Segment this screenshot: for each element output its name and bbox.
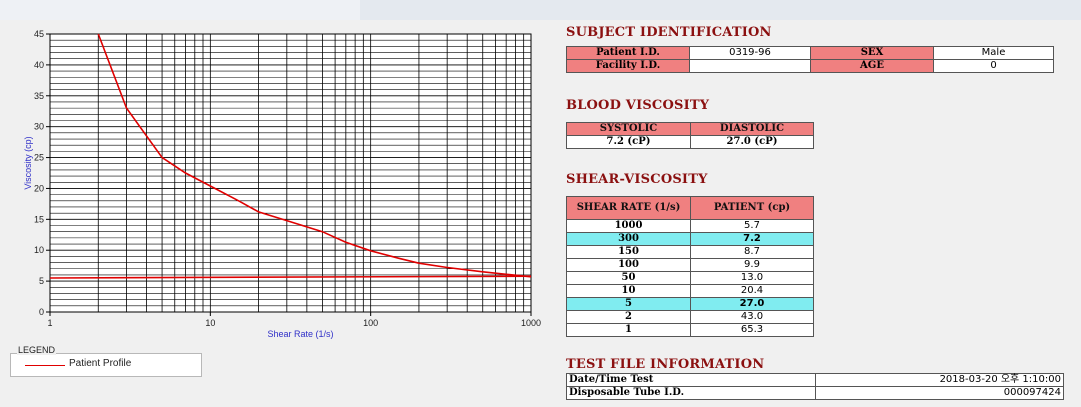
shear-rate-cell: 100 xyxy=(566,258,691,272)
y-tick-label: 10 xyxy=(34,245,44,255)
x-tick-label: 10 xyxy=(205,318,215,328)
patient-viscosity-cell: 43.0 xyxy=(690,310,814,324)
subject-table: Patient I.D. 0319-96 SEX Male Facility I… xyxy=(566,46,1054,73)
plot-area xyxy=(49,33,532,313)
y-tick-label: 35 xyxy=(34,91,44,101)
top-bar-segment xyxy=(0,0,360,20)
sex-value: Male xyxy=(933,46,1054,60)
table-row: 150 8.7 xyxy=(566,245,814,259)
shear-viscosity-title: SHEAR-VISCOSITY xyxy=(566,172,708,187)
legend-title: LEGEND xyxy=(17,345,57,355)
y-tick-label: 15 xyxy=(34,214,44,224)
shear-rate-cell: 2 xyxy=(566,310,691,324)
patient-viscosity-cell: 27.0 xyxy=(690,297,814,311)
table-row: 2 43.0 xyxy=(566,310,814,324)
table-row: 1 65.3 xyxy=(566,323,814,337)
patient-viscosity-cell: 65.3 xyxy=(690,323,814,337)
diastolic-value: 27.0 (cP) xyxy=(690,135,814,149)
shear-rate-cell: 5 xyxy=(566,297,691,311)
y-tick-label: 40 xyxy=(34,60,44,70)
patient-viscosity-cell: 20.4 xyxy=(690,284,814,298)
shear-rate-cell: 300 xyxy=(566,232,691,246)
subject-title: SUBJECT IDENTIFICATION xyxy=(566,25,772,40)
patient-id-value: 0319-96 xyxy=(689,46,811,60)
patient-id-label: Patient I.D. xyxy=(566,46,690,60)
legend: LEGEND Patient Profile xyxy=(10,345,202,377)
datetime-label: Date/Time Test xyxy=(566,373,816,387)
x-axis-label: Shear Rate (1/s) xyxy=(267,329,333,339)
shear-viscosity-table: SHEAR RATE (1/s) PATIENT (cp) 1000 5.7 300… xyxy=(566,196,814,337)
x-tick-label: 100 xyxy=(363,318,378,328)
tube-id-value: 000097424 xyxy=(815,386,1064,400)
x-tick-label: 1 xyxy=(47,318,52,328)
table-row: 7.2 (cP) 27.0 (cP) xyxy=(566,135,814,149)
y-tick-label: 0 xyxy=(39,307,44,317)
table-row: Date/Time Test 2018-03-20 오후 1:10:00 xyxy=(566,373,1064,387)
series-line-baseline xyxy=(49,275,532,279)
table-row: 300 7.2 xyxy=(566,232,814,246)
patient-viscosity-cell: 5.7 xyxy=(690,219,814,233)
facility-id-value xyxy=(689,59,811,73)
facility-id-label: Facility I.D. xyxy=(566,59,690,73)
patient-viscosity-cell: 8.7 xyxy=(690,245,814,259)
age-label: AGE xyxy=(810,59,934,73)
y-tick-label: 5 xyxy=(39,276,44,286)
table-row: 10 20.4 xyxy=(566,284,814,298)
legend-swatch xyxy=(25,365,65,366)
blood-viscosity-title: BLOOD VISCOSITY xyxy=(566,98,710,113)
test-file-title: TEST FILE INFORMATION xyxy=(566,357,765,372)
systolic-header: SYSTOLIC xyxy=(566,122,691,136)
shear-rate-header: SHEAR RATE (1/s) xyxy=(566,196,691,220)
diastolic-header: DIASTOLIC xyxy=(690,122,814,136)
y-tick-label: 20 xyxy=(34,183,44,193)
table-row: SHEAR RATE (1/s) PATIENT (cp) xyxy=(566,196,814,220)
table-row: 1000 5.7 xyxy=(566,219,814,233)
table-row: 50 13.0 xyxy=(566,271,814,285)
test-file-table: Date/Time Test 2018-03-20 오후 1:10:00 Dis… xyxy=(566,373,1064,400)
chart-panel: 0 5 10 15 20 25 30 35 40 45 1 10 100 1000 Shear Rate (… xyxy=(5,20,555,340)
shear-rate-cell: 1000 xyxy=(566,219,691,233)
shear-rate-cell: 10 xyxy=(566,284,691,298)
systolic-value: 7.2 (cP) xyxy=(566,135,691,149)
sex-label: SEX xyxy=(810,46,934,60)
table-row: Facility I.D. AGE 0 xyxy=(566,59,1054,73)
table-row: Patient I.D. 0319-96 SEX Male xyxy=(566,46,1054,60)
table-row: 100 9.9 xyxy=(566,258,814,272)
shear-rate-cell: 50 xyxy=(566,271,691,285)
patient-viscosity-cell: 9.9 xyxy=(690,258,814,272)
y-tick-label: 25 xyxy=(34,153,44,163)
blood-viscosity-table: SYSTOLIC DIASTOLIC 7.2 (cP) 27.0 (cP) xyxy=(566,122,814,149)
tube-id-label: Disposable Tube I.D. xyxy=(566,386,816,400)
shear-rate-cell: 1 xyxy=(566,323,691,337)
x-tick-label: 1000 xyxy=(521,318,541,328)
datetime-value: 2018-03-20 오후 1:10:00 xyxy=(815,373,1064,387)
table-row: 5 27.0 xyxy=(566,297,814,311)
y-axis-label: Viscosity (cp) xyxy=(23,136,33,189)
y-tick-label: 30 xyxy=(34,122,44,132)
legend-label: Patient Profile xyxy=(69,358,132,369)
y-tick-label: 45 xyxy=(34,29,44,39)
patient-header: PATIENT (cp) xyxy=(690,196,814,220)
top-bar xyxy=(0,0,1081,20)
age-value: 0 xyxy=(933,59,1054,73)
viscosity-chart: 0 5 10 15 20 25 30 35 40 45 1 10 100 1000 Shear Rate (… xyxy=(23,29,541,339)
series-line-patient-profile xyxy=(97,33,532,278)
table-row: SYSTOLIC DIASTOLIC xyxy=(566,122,814,136)
patient-viscosity-cell: 7.2 xyxy=(690,232,814,246)
shear-rate-cell: 150 xyxy=(566,245,691,259)
patient-viscosity-cell: 13.0 xyxy=(690,271,814,285)
table-row: Disposable Tube I.D. 000097424 xyxy=(566,386,1064,400)
